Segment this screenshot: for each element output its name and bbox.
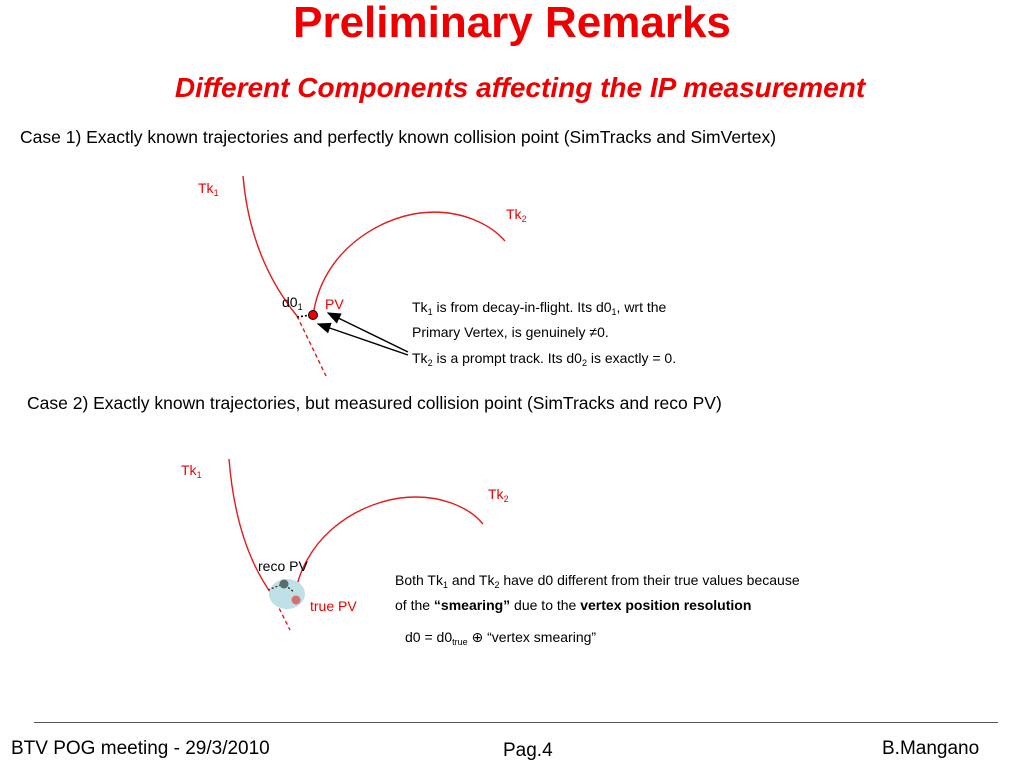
footer-divider [34,722,998,723]
slide-title: Preliminary Remarks [293,0,731,47]
case1-note-tk2: Tk2 is a prompt track. Its d02 is exactl… [412,350,677,368]
case2-tk1-extension [272,595,291,631]
case1-pv-label: PV [325,296,344,312]
case2-true-pv-label: true PV [310,598,357,614]
case1-arrow-tk1 [326,312,409,353]
case1-tk2-label: Tk2 [506,206,527,224]
case2-formula: d0 = d0true ⊕ “vertex smearing” [405,629,597,647]
case1-note-tk1: Tk1 is from decay-in-flight. Its d01, wr… [412,299,667,340]
case1-tk1-curve [242,175,298,317]
case1-arrow-tk2 [316,322,409,356]
case2-note: Both Tk1 and Tk2 have d0 different from … [395,572,800,613]
case2-true-pv-dot [291,595,301,605]
case2-tk1-label: Tk1 [181,462,202,480]
footer-author: B.Mangano [882,738,980,759]
case1-tk1-label: Tk1 [198,180,219,198]
case2-tk1-curve [228,458,274,597]
case1-d0-label: d01 [282,294,303,312]
case1-tk2-curve [312,211,506,317]
slide-subtitle: Different Components affecting the IP me… [174,72,866,103]
case1-pv-dot [308,310,318,320]
footer-page-number: Pag.4 [503,740,553,761]
footer-meeting: BTV POG meeting - 29/3/2010 [11,738,270,759]
case2-heading: Case 2) Exactly known trajectories, but … [27,393,722,413]
case2-tk2-label: Tk2 [488,486,509,504]
case2-reco-pv-dot [279,579,289,589]
case2-tk2-curve [293,496,484,601]
case2-reco-pv-label: reco PV [258,558,308,574]
case1-heading: Case 1) Exactly known trajectories and p… [20,127,777,147]
